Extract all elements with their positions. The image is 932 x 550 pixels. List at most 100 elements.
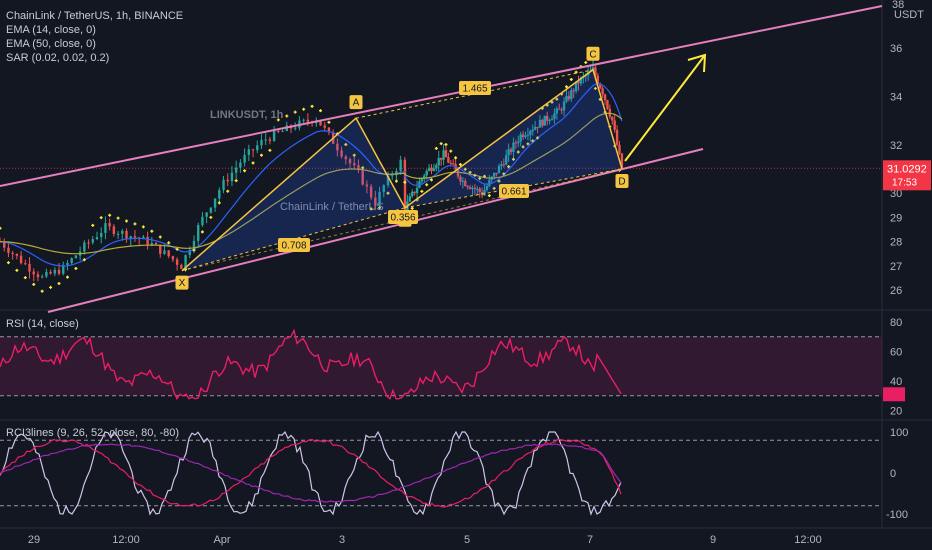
candle-body [538,119,542,128]
candle-body [509,149,513,152]
candle-body [514,142,518,144]
candle-body [606,100,609,109]
sar-dot [310,104,314,108]
sar-dot [458,162,462,166]
pattern-point-c: C [586,46,600,61]
candle-body [408,196,412,202]
sar-dot [226,189,230,193]
sar-dot [276,118,280,122]
sar-dot [99,216,103,220]
candle-body [146,236,149,245]
candle-body [40,276,44,278]
ratio-ab-label-box [388,210,418,224]
candle-body [577,81,580,84]
candle-body [439,157,443,160]
time-tick-label: 9 [710,534,716,546]
sar-dot [217,201,221,205]
price-tick-label: 32 [890,140,902,152]
candle-body [95,237,99,240]
sar-dot [15,268,19,272]
ratio-bd-label-box [499,184,529,198]
sar-dot [584,61,588,65]
sar-dot [234,179,238,183]
candle-body [66,262,69,265]
candle-body [386,175,390,186]
candle-body [374,197,377,206]
candle-body [437,157,440,166]
candle-body [167,250,170,257]
candle-body [218,190,221,199]
sar-dot [511,157,515,161]
indicator-ema-50[interactable]: EMA (50, close, 0) [6,38,96,50]
candle-body [611,116,614,121]
sar-dot [403,180,407,184]
candle-body [521,134,525,138]
sar-dot [158,235,162,239]
sar-dot [268,148,272,152]
candle-body [306,119,310,122]
sar-dot [531,139,535,143]
candle-body [548,120,551,122]
sar-dot [516,150,520,154]
candle-body [251,149,255,151]
candle-body [452,163,455,165]
pattern-point-c-box [586,46,600,61]
symbol-title[interactable]: ChainLink / TetherUS, 1h, BINANCE [6,10,184,22]
price-tick-top: 38 [892,0,904,11]
sar-dot [425,183,429,187]
sar-dot [361,166,365,170]
candle-body [550,118,554,121]
candle-body [11,252,14,254]
candle-body [567,96,571,100]
time-tick-label: 29 [28,534,40,546]
ratio-ac-label-text: 1.465 [462,84,487,95]
candle-body [411,191,414,197]
candle-body [361,170,364,185]
candle-body [159,244,162,254]
sar-dot [175,247,179,251]
ratio-ab-label-text: 0.356 [390,213,415,224]
candle-body [382,185,385,192]
candle-body [260,139,263,146]
candle-body [478,188,481,192]
sar-dot [463,167,467,171]
channel-upper-line [0,5,883,187]
candle-body [24,263,27,265]
candle-body [129,236,132,239]
candle-body [495,172,498,174]
candle-body [403,168,407,211]
sar-dot [386,191,390,195]
candle-body [142,236,145,239]
channel-lower-line [47,148,704,313]
candle-body [444,150,448,158]
pattern-point-a-text: A [353,98,360,109]
rci-title[interactable]: RCI3lines (9, 26, 52, close, 80, -80) [6,427,180,439]
projection-arrow-head [687,53,707,73]
rsi-title[interactable]: RSI (14, close) [6,318,79,330]
sar-dot [526,142,530,146]
candle-body [336,143,339,151]
candle-body [49,271,52,274]
sar-dot [507,165,511,169]
indicator-sar[interactable]: SAR (0.02, 0.02, 0.2) [6,52,110,64]
indicator-ema-14[interactable]: EMA (14, close, 0) [6,24,96,36]
price-currency-label: USDT [894,9,924,21]
rsi-last-box [883,387,905,402]
candle-body [163,250,166,254]
candle-body [327,127,331,133]
pattern-point-d-box [615,174,629,188]
candle-body [74,255,78,259]
candle-body [488,179,491,186]
pattern-point-c-text: C [589,49,596,60]
candle-body [184,255,187,269]
ratio-ac-label-box [459,81,491,95]
candle-body [121,230,124,234]
candle-body [53,269,57,274]
candle-body [545,115,549,121]
rsi-last-value [883,387,905,402]
sar-dot [259,153,263,157]
sar-dot [74,266,78,270]
pattern-point-d: D [615,174,629,188]
sar-dot [593,87,597,91]
